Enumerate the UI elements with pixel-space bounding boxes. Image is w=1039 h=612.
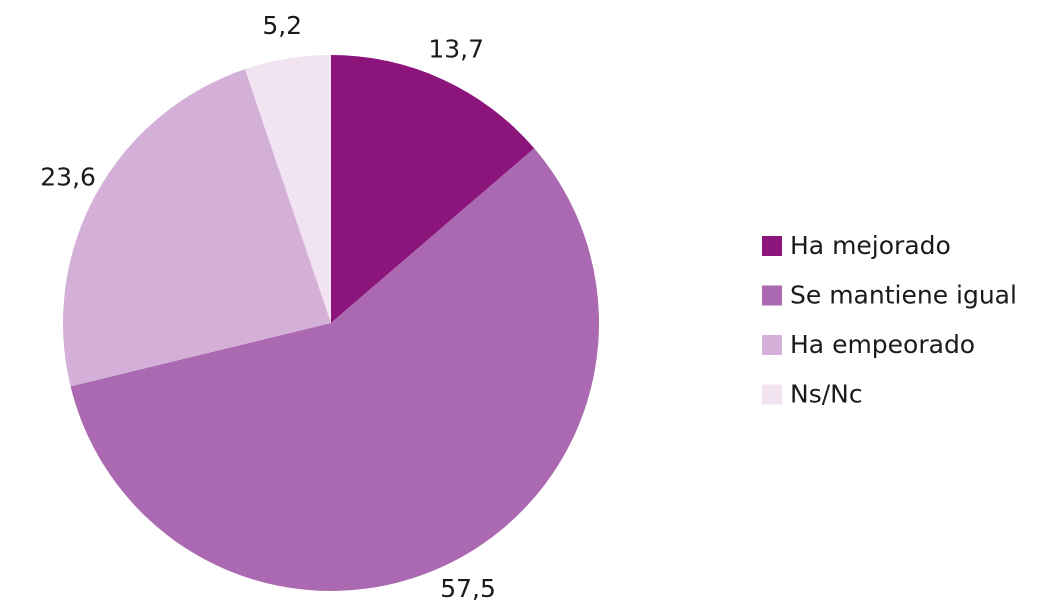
legend-swatch: [762, 236, 782, 256]
data-label: 57,5: [440, 574, 496, 603]
legend-label: Ha mejorado: [790, 231, 951, 260]
legend-swatch: [762, 384, 782, 405]
data-label: 23,6: [40, 162, 96, 191]
pie-slice: [331, 55, 535, 323]
legend-swatch: [762, 335, 782, 355]
legend-label: Ha empeorado: [790, 330, 975, 359]
legend-swatch: [762, 285, 782, 306]
data-label: 13,7: [428, 34, 484, 63]
data-label: 5,2: [262, 11, 302, 40]
pie-slice: [63, 69, 332, 387]
legend-label: Ns/Nc: [790, 380, 863, 409]
pie-slice: [244, 55, 331, 323]
pie-slice: [70, 148, 599, 592]
legend-label: Se mantiene igual: [790, 281, 1017, 310]
